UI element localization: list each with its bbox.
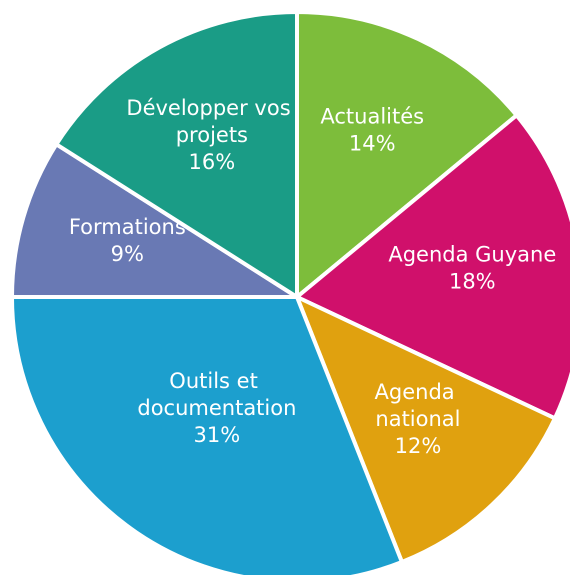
pie-slice: [295, 9, 520, 302]
slice-value-label: 16%: [189, 150, 236, 174]
slice-label: Agenda national: [375, 380, 462, 431]
slice-label: Développer vos projets: [126, 96, 297, 147]
slice-label: Outils et documentation: [137, 369, 296, 420]
slice-value-label: 31%: [194, 423, 241, 447]
pie-slice: [293, 112, 570, 422]
slice-label: Formations: [69, 215, 186, 239]
slice-value-label: 14%: [349, 132, 396, 156]
pie-slice: [293, 293, 558, 565]
pie-slice: [9, 295, 405, 575]
slice-label: Actualités: [320, 105, 424, 129]
slice-value-label: 18%: [449, 269, 496, 293]
pie-slice: [53, 9, 299, 301]
slice-value-label: 12%: [395, 434, 442, 458]
pie-slice: [9, 141, 304, 299]
slice-label: Agenda Guyane: [388, 242, 556, 266]
slice-value-label: 9%: [111, 242, 144, 266]
